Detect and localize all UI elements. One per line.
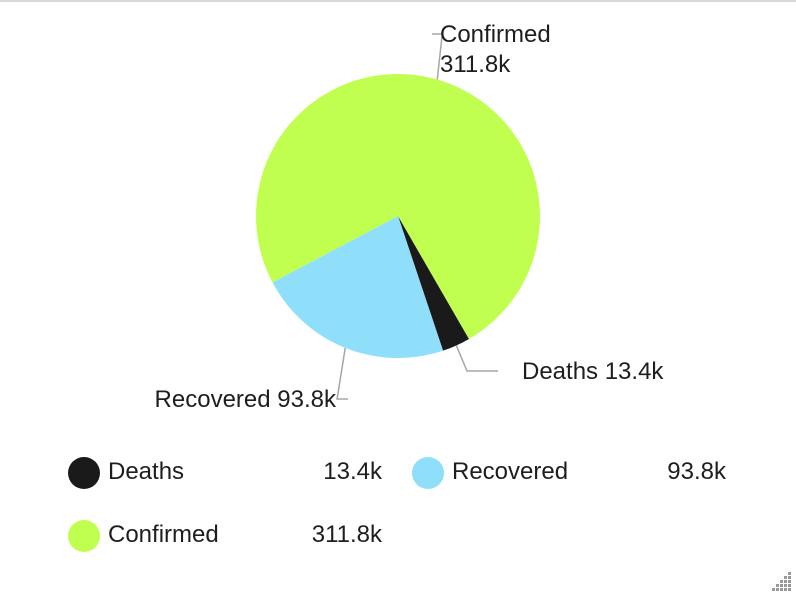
legend-value-recovered: 93.8k (667, 458, 726, 485)
pie-slice-confirmed[interactable] (256, 73, 540, 339)
legend-label-recovered: Recovered (452, 458, 569, 485)
slice-label-confirmed: Confirmed 311.8k (440, 21, 551, 78)
legend-marker-confirmed (68, 520, 100, 552)
slice-label-recovered: Recovered 93.8k (155, 386, 337, 413)
legend-marker-recovered (412, 457, 444, 489)
top-border (0, 0, 796, 2)
leader-line-recovered (336, 347, 348, 400)
pie-slice-recovered[interactable] (272, 216, 444, 358)
legend-value-confirmed: 311.8k (311, 521, 382, 548)
pie-chart: Deaths 13.4k Recovered 93.8k Confirmed 311.… (155, 21, 665, 413)
slice-label-deaths: Deaths 13.4k (522, 358, 664, 385)
legend-item-confirmed[interactable]: Confirmed 311.8k (68, 516, 382, 556)
legend-value-deaths: 13.4k (323, 458, 382, 485)
leader-line-confirmed (432, 33, 444, 80)
legend-label-confirmed: Confirmed (108, 521, 219, 548)
legend-item-recovered[interactable]: Recovered 93.8k (412, 453, 726, 493)
pie-slice-deaths[interactable] (398, 216, 469, 351)
legend-label-deaths: Deaths (108, 458, 185, 485)
legend-marker-deaths (68, 457, 100, 489)
resize-grip-icon[interactable] (770, 570, 792, 592)
legend-item-deaths[interactable]: Deaths 13.4k (68, 453, 382, 493)
leader-line-deaths (455, 345, 498, 372)
